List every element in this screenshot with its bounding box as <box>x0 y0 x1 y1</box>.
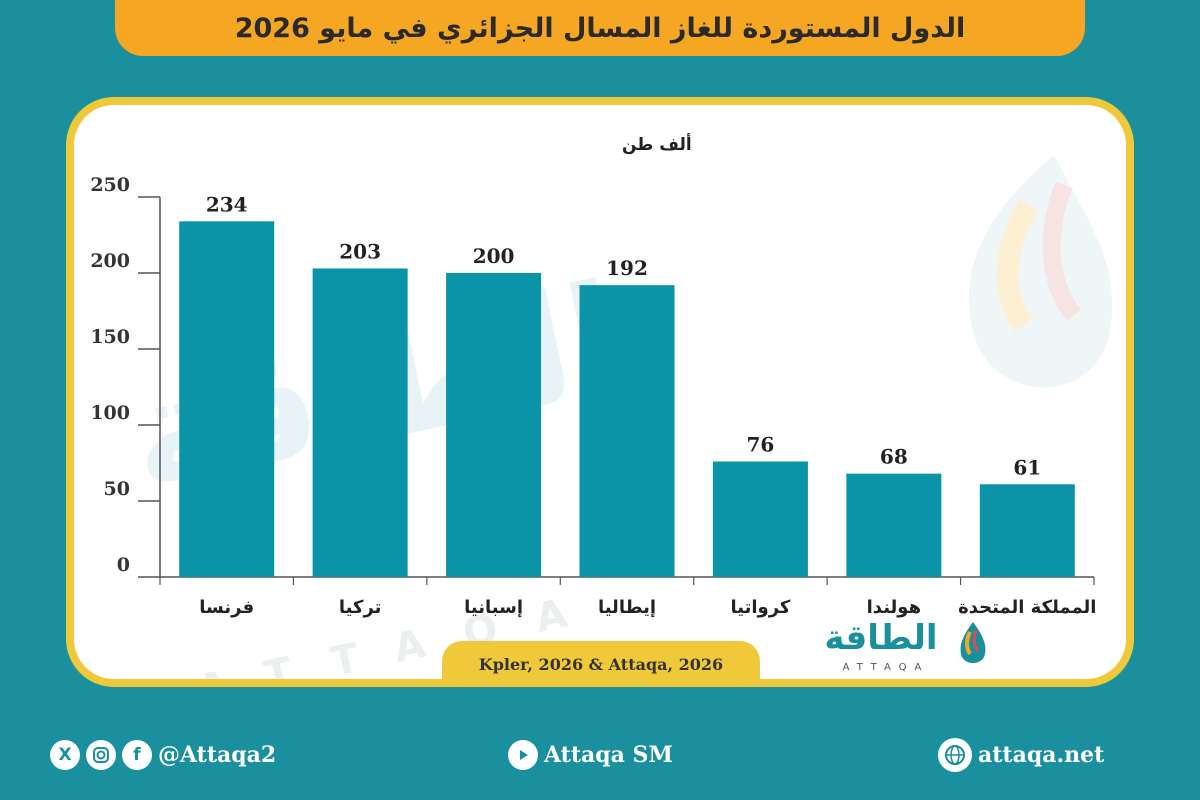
logo-drop-icon <box>960 622 986 663</box>
y-tick-label: 250 <box>90 174 130 196</box>
y-tick-label: 0 <box>117 554 130 576</box>
y-tick-label: 150 <box>90 326 130 348</box>
category-label: هولندا <box>867 597 921 618</box>
data-label: 68 <box>880 445 908 469</box>
category-label: المملكة المتحدة <box>958 597 1096 618</box>
source-text: Kpler, 2026 & Attaqa, 2026 <box>478 654 724 674</box>
category-label: فرنسا <box>199 597 254 618</box>
y-tick-label: 200 <box>90 250 130 272</box>
instagram-icon[interactable] <box>86 740 116 770</box>
bar <box>979 484 1075 577</box>
globe-icon[interactable] <box>938 738 972 772</box>
social-handle[interactable]: @Attaqa2 <box>158 742 277 768</box>
watermark-drop-icon <box>968 155 1113 388</box>
data-label: 234 <box>206 192 248 216</box>
title-bar: الدول المستوردة للغاز المسال الجزائري في… <box>115 0 1085 56</box>
category-label: إسبانيا <box>464 597 523 618</box>
website-url[interactable]: attaqa.net <box>978 742 1105 768</box>
youtube-icon[interactable] <box>508 740 538 770</box>
y-axis-unit-label: ألف طن <box>622 135 692 155</box>
source-label: Kpler, 2026 & Attaqa, 2026 <box>442 641 760 687</box>
social-links: X f @Attaqa2 <box>50 730 276 780</box>
data-label: 192 <box>606 256 648 280</box>
bar <box>712 461 808 577</box>
facebook-icon[interactable]: f <box>122 740 152 770</box>
chart-title: الدول المستوردة للغاز المسال الجزائري في… <box>234 12 966 44</box>
website-link: attaqa.net <box>938 730 1104 780</box>
data-label: 61 <box>1013 455 1041 479</box>
youtube-link: Attaqa SM <box>508 730 673 780</box>
bar <box>579 285 675 577</box>
logo-sub: ATTAQA <box>842 662 930 673</box>
x-icon[interactable]: X <box>50 740 80 770</box>
logo-word: الطاقة <box>824 618 938 658</box>
y-tick-label: 50 <box>104 478 130 500</box>
category-label: إيطاليا <box>598 597 656 618</box>
category-label: كرواتيا <box>730 597 790 618</box>
bar <box>846 473 942 577</box>
data-label: 203 <box>339 239 381 263</box>
chart-card: الطاقة ATTAQA ألف طن 0 50 100 150 200 250 234 ف… <box>66 97 1134 687</box>
bar <box>446 273 542 577</box>
data-label: 76 <box>747 432 775 456</box>
footer: X f @Attaqa2 Attaqa SM attaqa.net <box>0 730 1200 790</box>
category-label: تركيا <box>339 597 382 618</box>
data-label: 200 <box>473 244 515 268</box>
bar <box>179 221 275 577</box>
bar <box>312 268 408 577</box>
youtube-channel[interactable]: Attaqa SM <box>544 742 673 768</box>
bar-chart: 0 50 100 150 200 250 234 فرنسا 203 تركيا 200 إسباني… <box>90 174 1096 618</box>
attaqa-logo: الطاقة ATTAQA <box>806 618 996 680</box>
y-tick-label: 100 <box>90 402 130 424</box>
